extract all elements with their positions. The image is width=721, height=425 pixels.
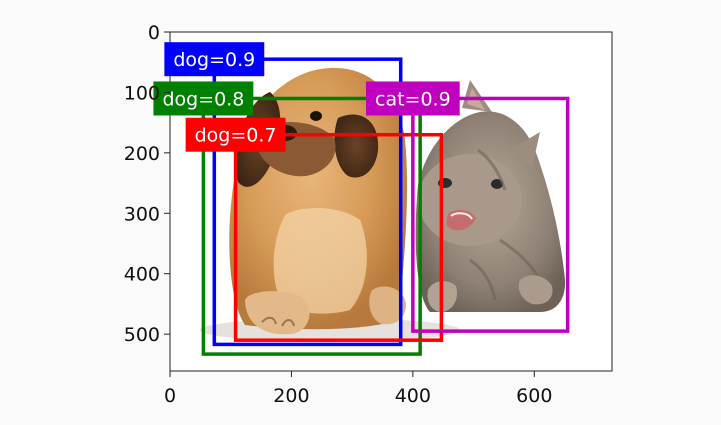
y-tick-label: 0 xyxy=(148,22,160,44)
axis-ticks: 0 200 400 600 0 100 200 300 400 500 xyxy=(124,22,553,407)
y-tick-label: 300 xyxy=(124,203,160,225)
y-tick-label: 100 xyxy=(124,82,160,104)
detection-boxes: dog=0.9 dog=0.8 dog=0.7 cat=0.9 xyxy=(153,42,570,356)
dog-box-2-label: dog=0.8 xyxy=(153,81,254,116)
dog-box-1 xyxy=(212,57,403,347)
cat-box-1 xyxy=(411,96,570,333)
cat-box-1-label: cat=0.9 xyxy=(366,81,460,116)
photo xyxy=(200,67,566,342)
cat-box-1-label-bg xyxy=(366,81,460,116)
y-tick-label: 500 xyxy=(124,324,160,346)
x-tick-label: 600 xyxy=(516,385,552,407)
dog-box-3 xyxy=(233,132,444,342)
dog-box-1-label: dog=0.9 xyxy=(164,42,265,77)
dog-box-3-label-text: dog=0.7 xyxy=(195,125,277,147)
x-tick-label: 0 xyxy=(164,385,176,407)
dog-box-3-label-bg xyxy=(185,117,286,152)
y-tick-label: 400 xyxy=(124,264,160,286)
dog-box-2 xyxy=(201,96,422,356)
dog-box-3-label: dog=0.7 xyxy=(185,117,286,152)
y-tick-label: 200 xyxy=(124,143,160,165)
x-tick-label: 400 xyxy=(395,385,431,407)
dog-box-1-label-bg xyxy=(164,42,265,77)
x-tick-label: 200 xyxy=(273,385,309,407)
dog-box-1-label-text: dog=0.9 xyxy=(173,49,255,71)
dog-box-2-label-text: dog=0.8 xyxy=(162,88,244,110)
dog-box-2-label-bg xyxy=(153,81,254,116)
cat-box-1-label-text: cat=0.9 xyxy=(375,88,451,110)
